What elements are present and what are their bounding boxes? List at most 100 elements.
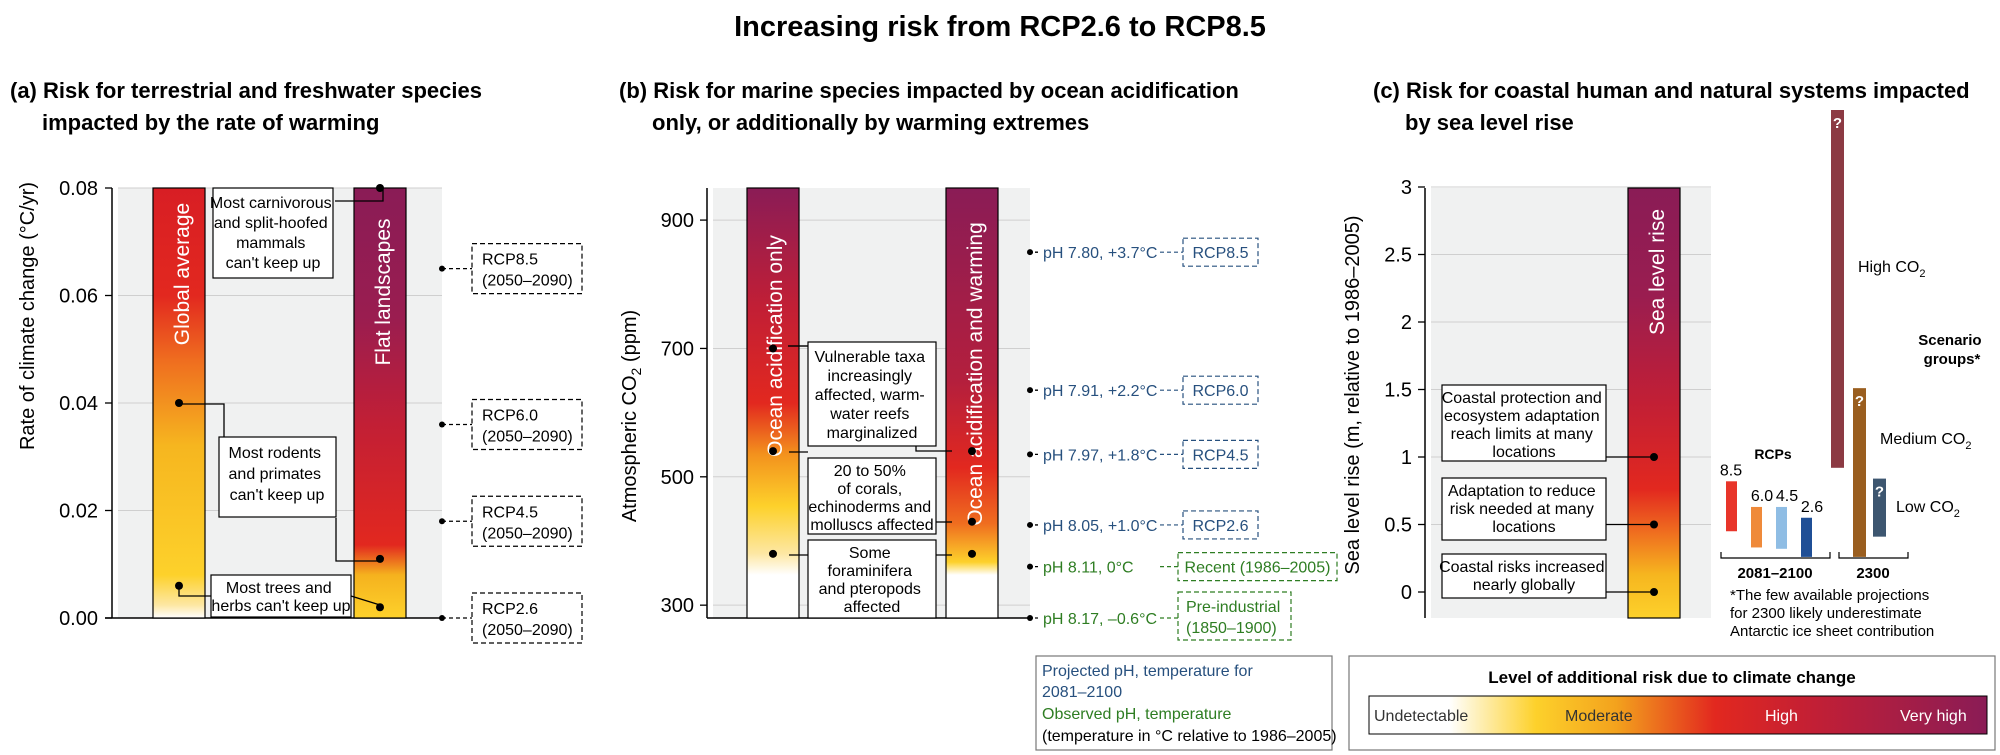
bar-sea-level-rise — [1627, 187, 1681, 619]
label-medium-co2-text: Medium CO — [1880, 431, 1965, 448]
svg-text:Most carnivorous and spl: Most carnivorous and split-hoofed mammal… — [210, 195, 336, 272]
connector-trees-flat — [350, 595, 381, 606]
label-high-co2: High CO2 — [1858, 259, 1925, 280]
rcp-box — [471, 243, 583, 295]
box-carnivores-line2: and split-hoofed — [214, 215, 328, 232]
panel-b-title-line2: only, or additionally by warming extreme… — [652, 110, 1089, 135]
ph-box-label: RCP8.5 — [1192, 245, 1248, 262]
bracket-2081-2100 — [1720, 552, 1831, 559]
rcp-box-period: (2050–2090) — [482, 429, 573, 446]
panel-b-ylabel-sub: 2 — [628, 367, 644, 375]
label-high-co2-sub: 2 — [1919, 268, 1925, 280]
box-rodents — [218, 436, 337, 518]
risk-marker — [376, 603, 384, 612]
ph-box — [1177, 552, 1338, 582]
label-low-co2-text: Low CO — [1896, 499, 1954, 516]
panel-b-legend — [1035, 655, 1333, 751]
risk-marker — [376, 184, 384, 192]
connector-carnivores — [335, 188, 384, 202]
rcp-box-period: (2050–2090) — [482, 622, 573, 639]
box-trees-line1: Most trees and — [226, 580, 332, 597]
box-carnivores-line1: Most carnivorous — [210, 195, 332, 212]
box-adaptation-line2: risk needed at many — [1450, 501, 1594, 518]
box-rodents-line3: can't keep up — [230, 487, 325, 504]
connector-vulnerable-warming — [915, 446, 952, 452]
box-carnivores-line4: can't keep up — [226, 255, 321, 272]
colorbar-label-very-high: Very high — [1900, 708, 1967, 725]
risk-marker — [968, 517, 976, 526]
rcp-box — [471, 398, 583, 451]
risk-marker — [769, 447, 777, 456]
panel-a: (a) Risk for terrestrial and freshwater … — [10, 78, 583, 644]
box-corals-line1: 20 to 50% — [834, 463, 906, 480]
box-coastal-line1: Coastal risks increased — [1439, 559, 1604, 576]
svg-text:Coastal risks increased: Coastal risks increased nearly globally — [1439, 559, 1609, 594]
svg-text:Vulnerable taxa increasi: Vulnerable taxa increasingly affected, w… — [814, 349, 929, 442]
rcp-range-bar — [1801, 517, 1812, 557]
rcp-value-label: 8.5 — [1720, 462, 1742, 479]
panel-b-tick-label: 500 — [661, 467, 694, 489]
bar-sea-level-rise-label: Sea level rise — [1646, 209, 1669, 335]
panel-b-ylabel-unit: (ppm) — [619, 310, 641, 368]
panel-c-tick-label: 0 — [1401, 582, 1412, 604]
rcp-box-name: RCP6.0 — [482, 408, 538, 425]
svg-text:Projected pH, temperature for: Projected pH, temperature for 2081–2100 … — [1042, 663, 1337, 745]
risk-marker — [769, 344, 777, 353]
colorbar-title: Level of additional risk due to climate … — [1488, 668, 1855, 687]
box-adaptation-line3: locations — [1492, 519, 1555, 536]
ph-box-label: RCP6.0 — [1192, 383, 1248, 400]
label-high-co2-text: High CO — [1858, 259, 1919, 276]
colorbar-label-undetectable: Undetectable — [1374, 708, 1468, 725]
rcps-title: RCPs — [1754, 446, 1792, 462]
box-vulnerable-line1: Vulnerable taxa — [814, 349, 925, 366]
rcp-marker — [439, 518, 445, 525]
panel-b: (b) Risk for marine species impacted by … — [619, 78, 1338, 751]
colorbar-gradient — [1368, 695, 1988, 735]
box-foraminifera-line1: Some — [849, 545, 891, 562]
ph-label: pH 8.05, +1.0°C — [1043, 518, 1157, 535]
panel-c-title-line1: (c) Risk for coastal human and natural s… — [1373, 78, 1970, 103]
ph-box-label: Recent (1986–2005) — [1185, 560, 1331, 577]
box-adaptation — [1441, 477, 1607, 541]
bracket-2300 — [1838, 552, 1909, 559]
ph-box-period: (1850–1900) — [1186, 620, 1277, 637]
legend-projected-line1: Projected pH, temperature for — [1042, 663, 1253, 680]
panel-c-title-line2: by sea level rise — [1405, 110, 1574, 135]
question-mark: ? — [1875, 484, 1884, 501]
box-coastal — [1441, 553, 1607, 599]
box-carnivores-line3: mammals — [236, 235, 305, 252]
box-vulnerable-line2: increasingly — [828, 368, 912, 385]
ph-box — [1182, 237, 1259, 267]
ph-marker — [1027, 563, 1033, 570]
svg-text:Some foraminifera: Some foraminifera and pteropods affected — [819, 545, 926, 616]
panel-b-tick-label: 700 — [661, 338, 694, 360]
figure-title: Increasing risk from RCP2.6 to RCP8.5 — [734, 11, 1266, 43]
rcp-marker — [439, 265, 445, 272]
svg-text:Most rodents and primate: Most rodents and primates can't keep up — [229, 445, 326, 504]
box-corals-line4: molluscs affected — [810, 517, 933, 534]
box-foraminifera-line3: and pteropods — [819, 581, 921, 598]
svg-text:Adaptation to reduce ris: Adaptation to reduce risk needed at many… — [1448, 483, 1600, 536]
box-corals-line2: of corals, — [837, 481, 902, 498]
connector-rodents — [179, 403, 225, 441]
risk-marker — [175, 399, 183, 407]
rcp-marker — [439, 615, 445, 621]
legend-projected-line2: 2081–2100 — [1042, 684, 1122, 701]
box-corals-line3: echinoderms and — [808, 499, 931, 516]
connector-trees — [178, 587, 211, 597]
risk-marker — [968, 549, 976, 558]
rcp-box-period: (2050–2090) — [482, 525, 573, 542]
legend-note: (temperature in °C relative to 1986–2005… — [1042, 728, 1337, 745]
risk-marker — [1650, 520, 1658, 529]
risk-marker — [1650, 588, 1658, 596]
colorbar-label-high: High — [1765, 708, 1798, 725]
ph-label: pH 8.11, 0°C — [1043, 560, 1134, 577]
panel-a-tick-label: 0.06 — [59, 286, 98, 308]
box-trees — [210, 574, 352, 618]
panel-c-tick-label: 2.5 — [1384, 245, 1412, 267]
box-trees-line2: herbs can't keep up — [211, 598, 350, 615]
bar-ocean-acidification-only — [746, 187, 800, 619]
rcp-box — [471, 495, 583, 547]
risk-marker — [175, 581, 183, 590]
panel-c-tick-label: 0.5 — [1384, 515, 1412, 537]
